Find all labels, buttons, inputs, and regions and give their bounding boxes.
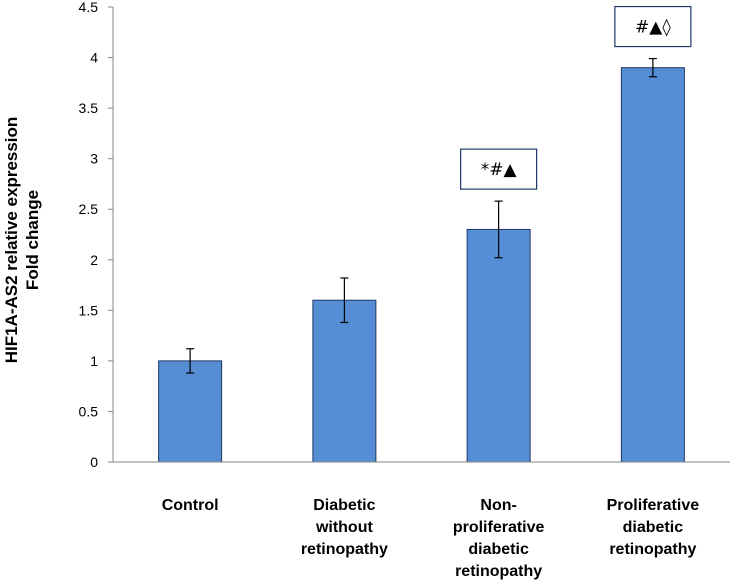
significance-label: *#▲ [481, 160, 518, 180]
y-tick-label: 0.5 [79, 403, 99, 419]
bar [620, 67, 685, 463]
y-tick-label: 1.5 [79, 302, 99, 318]
x-category-label: proliferative [453, 519, 545, 536]
bars [158, 57, 685, 463]
y-tick-label: 3 [90, 151, 98, 167]
significance-box [614, 5, 692, 48]
annotations: *#▲ #▲◊ [460, 5, 692, 190]
x-category-label: Proliferative [607, 497, 700, 514]
x-category-label: diabetic [468, 541, 529, 558]
x-category-label: retinopathy [455, 563, 542, 580]
x-category-label: Diabetic [313, 497, 375, 514]
y-tick-label: 1 [90, 353, 98, 369]
x-category-label: Non- [480, 497, 516, 514]
y-tick-label: 3.5 [79, 100, 99, 116]
y-tick-label: 4 [90, 50, 98, 66]
y-tick-label: 4.5 [79, 0, 99, 15]
x-category-label: without [315, 519, 374, 536]
bar [158, 360, 223, 463]
bar [312, 299, 377, 463]
y-axis-title-line: Fold change [23, 190, 42, 290]
significance-box [460, 148, 538, 190]
axes [112, 7, 730, 463]
y-tick-label: 0 [90, 454, 98, 470]
significance-label: #▲◊ [635, 18, 671, 38]
x-category-label: Control [162, 497, 219, 514]
x-axis-categories: Control Diabetic without retinopathy Non-pro… [162, 497, 700, 580]
x-category-label: retinopathy [301, 541, 388, 558]
x-category-label: retinopathy [609, 541, 696, 558]
y-axis-ticks: 0 0.5 1 1.5 2 2.5 3 3.5 4 4.5 [79, 0, 113, 470]
y-tick-label: 2.5 [79, 201, 99, 217]
y-tick-label: 2 [90, 252, 98, 268]
bar [466, 228, 531, 463]
y-axis-title-line: HIF1A-AS2 relative expression [2, 117, 21, 364]
x-category-label: diabetic [623, 519, 684, 536]
y-axis-label: HIF1A-AS2 relative expression Fold change [2, 117, 42, 364]
